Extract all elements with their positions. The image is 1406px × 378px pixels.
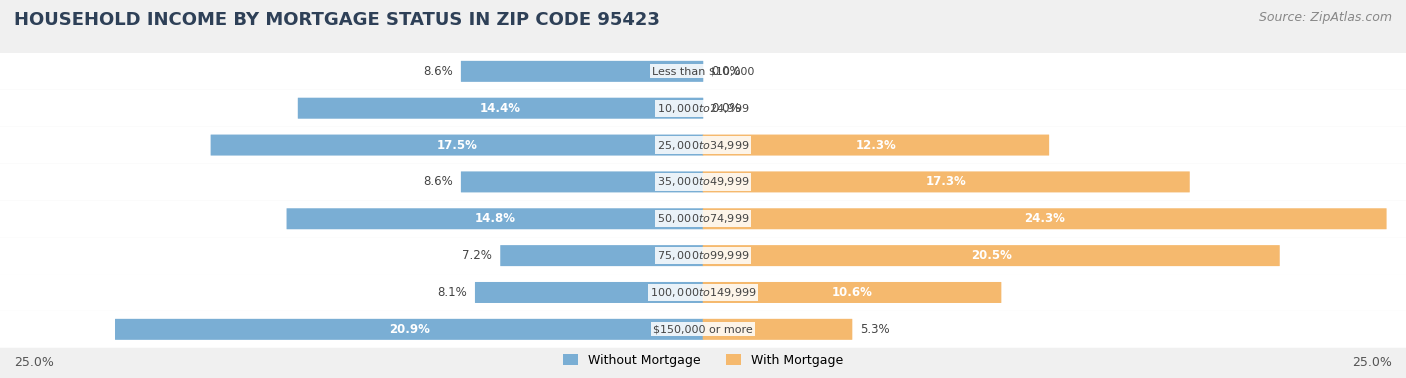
FancyBboxPatch shape — [703, 135, 1049, 156]
FancyBboxPatch shape — [461, 171, 703, 192]
FancyBboxPatch shape — [475, 282, 703, 303]
FancyBboxPatch shape — [0, 311, 1406, 348]
Text: Source: ZipAtlas.com: Source: ZipAtlas.com — [1258, 11, 1392, 24]
Text: 25.0%: 25.0% — [14, 356, 53, 369]
FancyBboxPatch shape — [501, 245, 703, 266]
Text: HOUSEHOLD INCOME BY MORTGAGE STATUS IN ZIP CODE 95423: HOUSEHOLD INCOME BY MORTGAGE STATUS IN Z… — [14, 11, 659, 29]
Legend: Without Mortgage, With Mortgage: Without Mortgage, With Mortgage — [558, 349, 848, 372]
Text: 20.9%: 20.9% — [388, 323, 430, 336]
Text: $10,000 to $24,999: $10,000 to $24,999 — [657, 102, 749, 115]
Text: Less than $10,000: Less than $10,000 — [652, 67, 754, 76]
FancyBboxPatch shape — [0, 90, 1406, 127]
FancyBboxPatch shape — [0, 237, 1406, 274]
Text: 17.3%: 17.3% — [927, 175, 966, 188]
FancyBboxPatch shape — [703, 245, 1279, 266]
Text: 12.3%: 12.3% — [856, 139, 896, 152]
FancyBboxPatch shape — [703, 282, 1001, 303]
Text: 10.6%: 10.6% — [831, 286, 873, 299]
FancyBboxPatch shape — [461, 61, 703, 82]
Text: 8.1%: 8.1% — [437, 286, 467, 299]
FancyBboxPatch shape — [211, 135, 703, 156]
Text: $35,000 to $49,999: $35,000 to $49,999 — [657, 175, 749, 188]
FancyBboxPatch shape — [703, 319, 852, 340]
Text: 20.5%: 20.5% — [970, 249, 1012, 262]
Text: 0.0%: 0.0% — [711, 65, 741, 78]
Text: 7.2%: 7.2% — [463, 249, 492, 262]
Text: 24.3%: 24.3% — [1024, 212, 1066, 225]
Text: $50,000 to $74,999: $50,000 to $74,999 — [657, 212, 749, 225]
Text: $150,000 or more: $150,000 or more — [654, 324, 752, 334]
FancyBboxPatch shape — [298, 98, 703, 119]
FancyBboxPatch shape — [0, 164, 1406, 200]
Text: 14.4%: 14.4% — [479, 102, 522, 115]
FancyBboxPatch shape — [0, 200, 1406, 237]
Text: $25,000 to $34,999: $25,000 to $34,999 — [657, 139, 749, 152]
FancyBboxPatch shape — [0, 53, 1406, 90]
FancyBboxPatch shape — [115, 319, 703, 340]
Text: 0.0%: 0.0% — [711, 102, 741, 115]
FancyBboxPatch shape — [703, 171, 1189, 192]
Text: 8.6%: 8.6% — [423, 65, 453, 78]
FancyBboxPatch shape — [703, 208, 1386, 229]
Text: 17.5%: 17.5% — [436, 139, 478, 152]
Text: 8.6%: 8.6% — [423, 175, 453, 188]
FancyBboxPatch shape — [287, 208, 703, 229]
Text: 5.3%: 5.3% — [860, 323, 890, 336]
Text: $75,000 to $99,999: $75,000 to $99,999 — [657, 249, 749, 262]
Text: $100,000 to $149,999: $100,000 to $149,999 — [650, 286, 756, 299]
Text: 25.0%: 25.0% — [1353, 356, 1392, 369]
FancyBboxPatch shape — [0, 127, 1406, 164]
Text: 14.8%: 14.8% — [474, 212, 516, 225]
FancyBboxPatch shape — [0, 274, 1406, 311]
